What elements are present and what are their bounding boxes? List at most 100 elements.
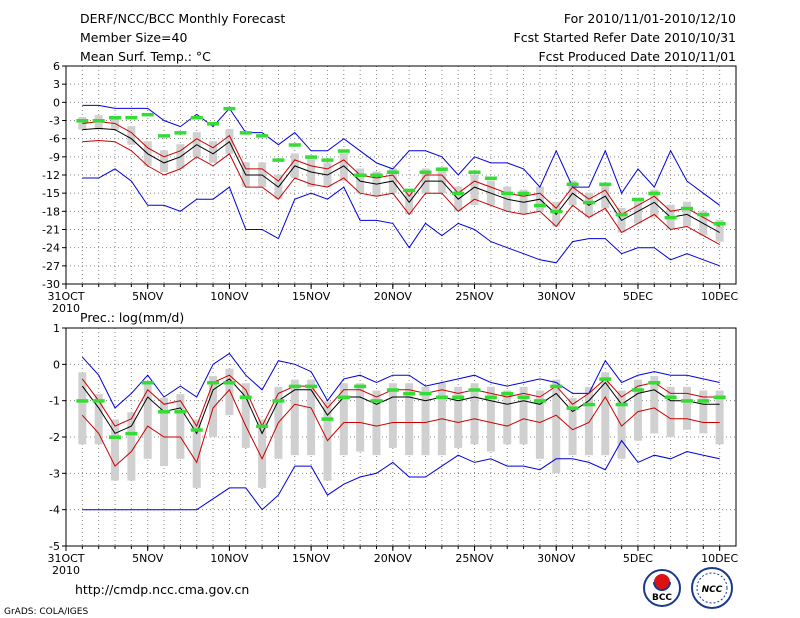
observed-marker — [370, 173, 383, 177]
series-ensemble-mean — [82, 127, 720, 233]
iqr-bar — [356, 383, 365, 452]
x-tick-label: 10DEC — [701, 290, 738, 303]
series-mean-sd — [81, 374, 720, 428]
observed-marker — [599, 377, 612, 381]
observed-marker — [664, 215, 677, 220]
iqr-bar — [568, 397, 577, 456]
observed-marker — [599, 182, 612, 187]
iqr-bar — [160, 150, 169, 172]
iqr-bar — [666, 386, 675, 437]
member-size-label: Member Size=40 — [80, 30, 187, 45]
y-tick-label: 0 — [53, 96, 60, 109]
iqr-bar — [519, 386, 528, 445]
x-tick-label: 5NOV — [132, 290, 164, 303]
observed-marker — [305, 155, 318, 159]
iqr-bar — [535, 390, 544, 459]
observed-marker — [501, 191, 514, 196]
ncc-logo-globe-icon — [696, 572, 728, 604]
y-tick-label: 1 — [53, 322, 60, 335]
iqr-bar — [699, 390, 708, 434]
observed-marker — [631, 388, 644, 392]
iqr-bar — [143, 383, 152, 459]
observed-marker — [615, 212, 628, 217]
iqr-bar — [650, 375, 659, 434]
observed-marker — [125, 115, 138, 120]
observed-marker — [125, 431, 138, 436]
observed-marker — [92, 399, 105, 403]
y-tick-label: -6 — [49, 133, 60, 146]
iqr-bar — [470, 383, 479, 445]
x-tick-label: 15NOV — [292, 552, 331, 565]
y-tick-label: -18 — [42, 205, 60, 218]
observed-marker — [239, 395, 252, 400]
observed-marker — [337, 149, 350, 153]
observed-marker — [713, 395, 726, 400]
forecast-start-date: Fcst Started Refer Date 2010/10/31 — [514, 30, 737, 45]
observed-marker — [223, 106, 236, 111]
iqr-bar — [682, 386, 691, 430]
observed-marker — [256, 134, 269, 138]
iqr-bar — [421, 386, 430, 456]
iqr-bar — [552, 379, 561, 474]
x-tick-label: 31OCT — [47, 290, 84, 303]
series-mean-sd — [82, 139, 720, 246]
observed-marker — [648, 381, 661, 385]
observed-marker — [435, 395, 448, 400]
observed-marker — [550, 384, 563, 389]
y-tick-label: 0 — [53, 358, 60, 371]
bcc-logo: BCC — [643, 569, 681, 607]
observed-marker — [76, 119, 89, 123]
iqr-bar — [339, 383, 348, 456]
iqr-bar — [94, 394, 103, 445]
grads-credit: GrADS: COLA/IGES — [4, 607, 88, 617]
observed-marker — [631, 197, 644, 202]
observed-marker — [256, 424, 269, 429]
observed-marker — [517, 191, 530, 196]
observed-marker — [141, 381, 154, 385]
iqr-bar — [372, 390, 381, 456]
y-tick-label: -24 — [42, 242, 60, 255]
bcc-logo-emblem-icon — [654, 574, 670, 590]
iqr-bar — [225, 368, 234, 416]
observed-marker — [288, 384, 301, 389]
observed-marker — [680, 206, 693, 211]
observed-marker — [566, 182, 579, 187]
y-tick-label: -9 — [49, 151, 60, 164]
iqr-bar — [339, 153, 348, 182]
observed-marker — [517, 395, 530, 400]
y-tick-label: -21 — [42, 224, 60, 237]
observed-marker — [697, 212, 710, 217]
x-tick-label: 25NOV — [455, 290, 494, 303]
iqr-bar — [601, 372, 610, 456]
iqr-bar — [209, 375, 218, 437]
x-tick-label: 5DEC — [623, 552, 653, 565]
observed-marker — [337, 395, 350, 400]
series-min — [82, 168, 720, 267]
x-tick-label: 10NOV — [210, 290, 249, 303]
precipitation-chart: 1 0 -1 -2 -3 -4 -5 31OCT 5NOV 10NOV 15NOV 20NOV 25N… — [47, 322, 738, 577]
observed-marker — [697, 399, 710, 403]
observed-marker — [419, 170, 432, 174]
iqr-bar — [454, 386, 463, 448]
ncc-logo-text: NCC — [702, 585, 723, 595]
iqr-bar — [258, 419, 267, 488]
observed-marker — [190, 115, 203, 120]
observed-marker — [370, 399, 383, 403]
iqr-bar — [503, 390, 512, 445]
footer-url[interactable]: http://cmdp.ncc.cma.gov.cn — [75, 582, 249, 597]
y-tick-label: -27 — [42, 260, 60, 273]
x-tick-label: 30NOV — [537, 552, 576, 565]
observed-marker — [582, 200, 595, 205]
y-tick-label: -3 — [49, 467, 60, 480]
observed-marker — [207, 381, 220, 385]
y-tick-label: -12 — [42, 169, 60, 182]
observed-marker — [664, 395, 677, 400]
x-tick-label: 10DEC — [701, 552, 738, 565]
observed-marker — [501, 391, 514, 396]
observed-marker — [76, 399, 89, 403]
iqr-bar — [715, 219, 724, 242]
observed-marker — [582, 402, 595, 407]
observed-marker — [305, 384, 318, 389]
observed-marker — [403, 188, 416, 193]
variable-label: Mean Surf. Temp.: °C — [80, 49, 211, 64]
